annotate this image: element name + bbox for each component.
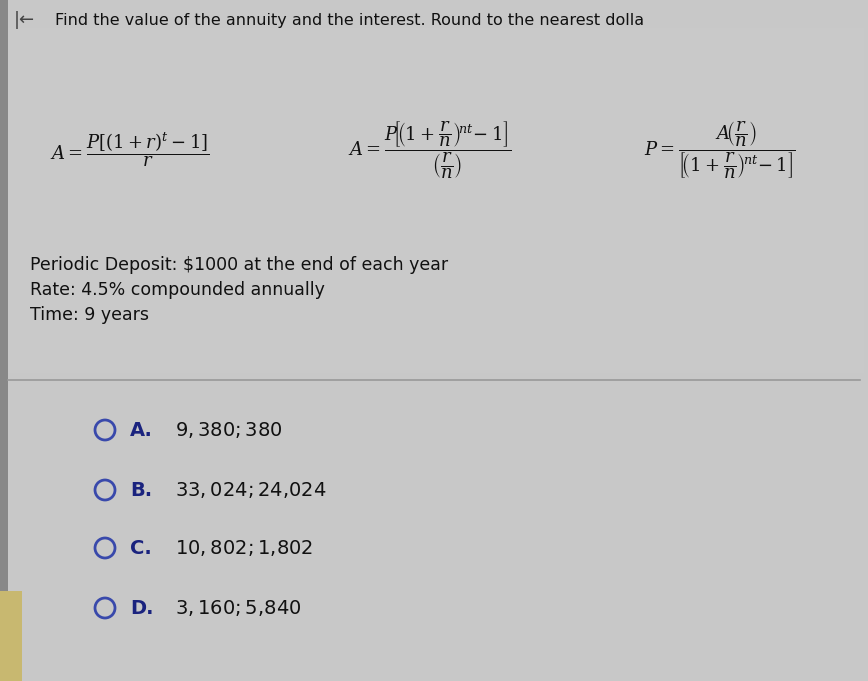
Text: Periodic Deposit: $1000 at the end of each year: Periodic Deposit: $1000 at the end of ea… [30,256,448,274]
Bar [8,28,864,373]
Text: $A = \dfrac{P\!\left[\!\left(1+\dfrac{r}{n}\right)^{\!nt}\!-1\right]}{\left(\dfr: $A = \dfrac{P\!\left[\!\left(1+\dfrac{r}… [348,119,511,180]
Text: $10,802; $1,802: $10,802; $1,802 [175,538,313,558]
Text: Time: 9 years: Time: 9 years [30,306,149,324]
Bar [0,0,8,681]
Text: A.: A. [130,420,153,439]
Text: $A = \dfrac{P[(1+r)^{t}-1]}{r}$: $A = \dfrac{P[(1+r)^{t}-1]}{r}$ [50,131,210,170]
Text: C.: C. [130,539,152,558]
Text: |←: |← [14,11,35,29]
Text: Rate: 4.5% compounded annually: Rate: 4.5% compounded annually [30,281,325,299]
Text: D.: D. [130,599,154,618]
Bar [0,591,22,681]
Text: $9,380; $380: $9,380; $380 [175,420,283,440]
Text: $3,160; $5,840: $3,160; $5,840 [175,598,301,618]
Text: $33,024; $24,024: $33,024; $24,024 [175,480,326,500]
Text: Find the value of the annuity and the interest. Round to the nearest dolla: Find the value of the annuity and the in… [55,12,644,27]
Text: $P = \dfrac{A\!\left(\dfrac{r}{n}\right)}{\left[\!\left(1+\dfrac{r}{n}\right)^{\: $P = \dfrac{A\!\left(\dfrac{r}{n}\right)… [644,119,796,180]
Text: B.: B. [130,481,152,499]
